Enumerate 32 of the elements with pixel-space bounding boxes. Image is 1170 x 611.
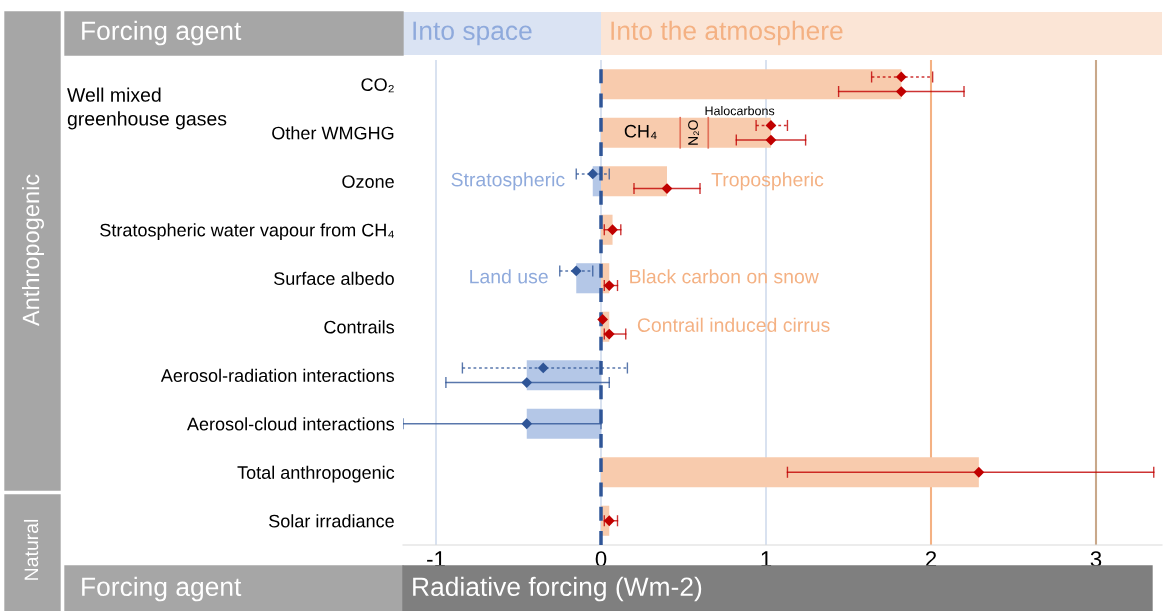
annotation: Black carbon on snow — [630, 269, 819, 284]
text: Into space — [413, 21, 532, 46]
y-tick-label: Contrails — [324, 320, 395, 334]
annotation: Land use — [470, 269, 548, 284]
bar — [601, 117, 681, 148]
y-tick-label: Other WMGHG — [272, 126, 394, 140]
bar — [601, 166, 667, 197]
y-tick-label: Surface albedo — [274, 271, 394, 285]
text: Forcing agent — [82, 576, 242, 602]
y-tick-label: CO₂ — [361, 78, 394, 93]
series-label: CH₄ — [624, 124, 657, 139]
text: Anthropogenic — [22, 174, 44, 327]
text: Natural — [23, 519, 39, 580]
text: Well mixed greenhouse gases — [67, 87, 227, 130]
bar — [708, 117, 771, 148]
bar — [526, 408, 601, 439]
bar — [601, 69, 902, 100]
bar — [601, 457, 979, 488]
y-tick-label: Stratospheric water vapour from CH₄ — [100, 223, 394, 241]
y-tick-label: Solar irradiance — [269, 514, 394, 528]
y-tick-label: Ozone — [342, 175, 394, 188]
text: Into the atmosphere — [611, 20, 843, 46]
y-tick-label: Aerosol-cloud interactions — [186, 417, 395, 431]
annotation: Contrail induced cirrus — [637, 317, 830, 332]
text: Forcing agent — [82, 20, 242, 46]
series-label: Halocarbons — [705, 106, 775, 116]
series-label: N₂O — [688, 120, 699, 145]
annotation: Stratospheric — [451, 172, 565, 191]
y-tick-label: Total anthropogenic — [237, 465, 395, 483]
x-axis-title: Radiative forcing (Wm-2) — [413, 576, 702, 602]
y-tick-label: Aerosol-radiation interactions — [160, 368, 395, 382]
annotation: Tropospheric — [711, 172, 824, 191]
